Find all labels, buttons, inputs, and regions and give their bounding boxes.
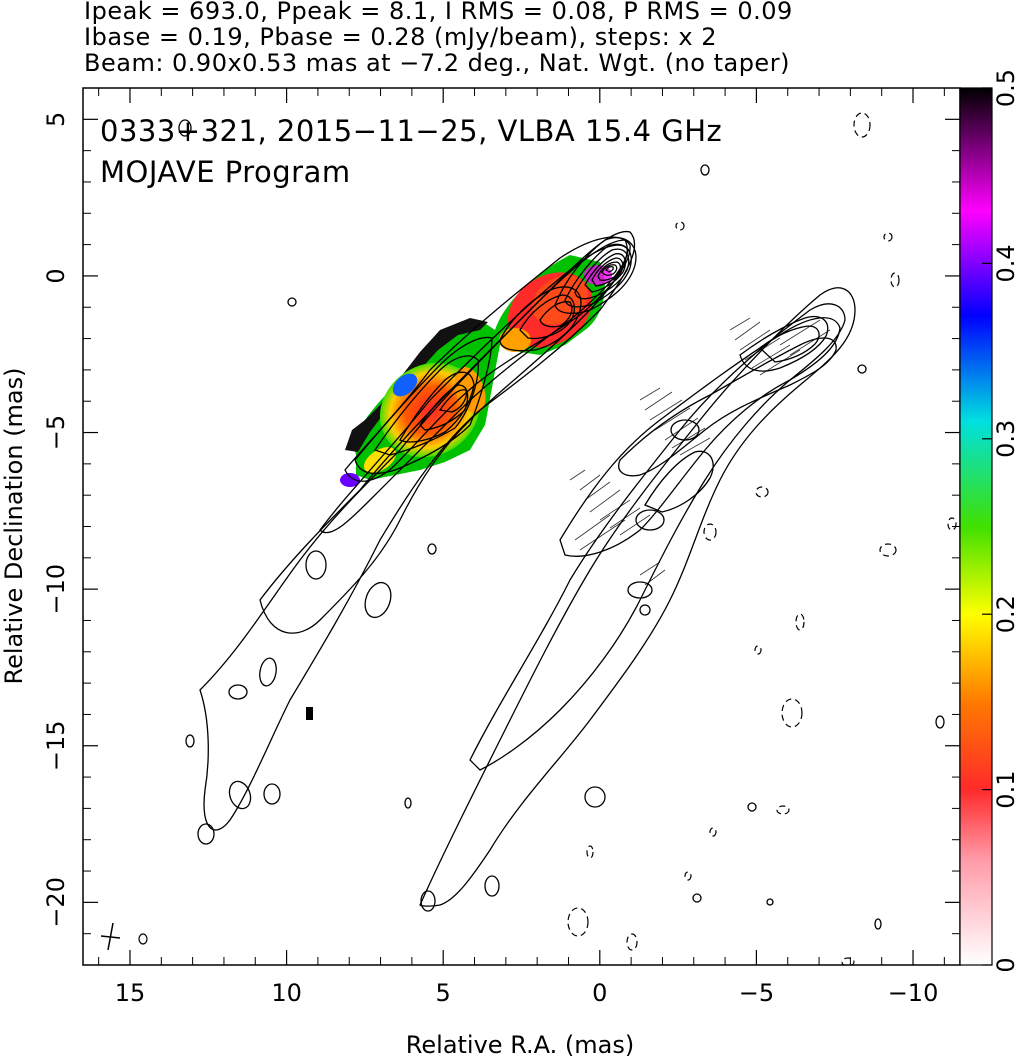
x-tick-label: 15 (115, 979, 146, 1007)
colorbar-tick-label: 0 (992, 957, 1020, 972)
y-axis-label: Relative Declination (mas) (0, 367, 28, 684)
intensity-contours-left (178, 119, 637, 845)
program-annotation: MOJAVE Program (100, 155, 351, 189)
x-tick-label: 10 (271, 979, 302, 1007)
y-tick-label: 5 (42, 112, 70, 127)
x-axis-ticks: 15 10 5 0 −5 −10 (98, 88, 945, 1007)
x-tick-label: 0 (592, 979, 607, 1007)
y-tick-label: −5 (42, 415, 70, 450)
intensity-contours-right (404, 164, 945, 930)
colorbar-tick-label: 0.5 (992, 69, 1020, 107)
colorbar-tick-label: 0.1 (992, 771, 1020, 809)
colorbar-tick-label: 0.3 (992, 420, 1020, 458)
stats-line-1: Ipeak = 693.0, Ppeak = 8.1, I RMS = 0.08… (84, 0, 793, 25)
x-axis-label: Relative R.A. (mas) (406, 1031, 634, 1059)
y-tick-label: 0 (42, 268, 70, 283)
y-tick-label: −20 (42, 877, 70, 928)
negative-contours (567, 112, 957, 965)
x-tick-label: −10 (888, 979, 939, 1007)
hatched-regions (569, 317, 831, 586)
x-tick-label: −5 (739, 979, 774, 1007)
colorbar-tick-label: 0.2 (992, 595, 1020, 633)
source-annotation: 0333+321, 2015−11−25, VLBA 15.4 GHz (100, 114, 722, 148)
y-tick-label: −10 (42, 564, 70, 615)
colorbar-ticks: 0 0.1 0.2 0.3 0.4 0.5 (982, 69, 1020, 973)
stats-line-2: Ibase = 0.19, Pbase = 0.28 (mJy/beam), s… (84, 23, 718, 51)
beam-side-contour (138, 933, 148, 945)
x-tick-label: 5 (436, 979, 451, 1007)
colorbar-tick-label: 0.4 (992, 244, 1020, 282)
y-tick-label: −15 (42, 720, 70, 771)
beam-cross (100, 922, 121, 951)
colorbar (959, 87, 993, 966)
beam-line: Beam: 0.90x0.53 mas at −7.2 deg., Nat. W… (84, 49, 790, 77)
y-axis-ticks: 5 0 −5 −10 −15 −20 (42, 87, 960, 966)
